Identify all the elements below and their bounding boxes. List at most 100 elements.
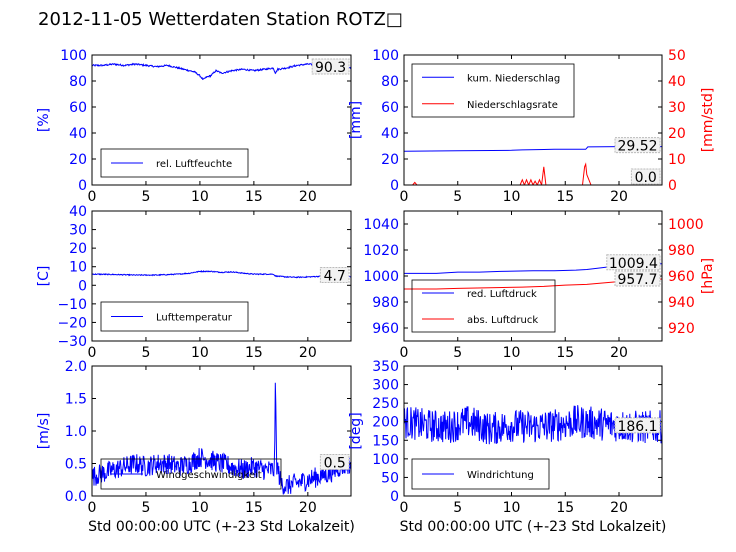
x-tick-label: 10 (191, 500, 209, 516)
chart-panel-4: 0 5 10 15 20 960 980 1000 1020 1040 920 940 960 980 10… (363, 210, 716, 361)
y-tick-label: 60 (381, 100, 399, 116)
y-tick-label-right: 980 (668, 243, 695, 259)
series-line-1 (404, 405, 662, 445)
x-tick-label: 15 (556, 345, 574, 361)
y-axis-label: [mm] (348, 101, 364, 139)
x-tick-label: 5 (453, 345, 462, 361)
y-tick-label: 200 (372, 415, 399, 431)
x-tick-label: 0 (400, 189, 409, 205)
x-tick-label: 10 (503, 500, 521, 516)
plot-frame (91, 210, 352, 342)
legend-label: Niederschlagsrate (467, 100, 558, 111)
legend-label: Lufttemperatur (156, 313, 233, 324)
last-value-label-box (319, 454, 350, 470)
y-tick-label: 0 (390, 489, 399, 505)
chart-panel-2: 0 5 10 15 20 0 20 40 60 80 100 0 10 20 30 40 50 [mm] [mm/s… (348, 48, 716, 205)
y-tick-label: 1000 (363, 269, 399, 285)
last-value-label-right-box (614, 270, 661, 287)
last-value-label-box (614, 137, 661, 154)
plot-frame (91, 54, 352, 186)
y-tick-label: 0 (78, 278, 87, 294)
legend-label: rel. Luftfeuchte (156, 159, 232, 170)
y-tick-label: 20 (69, 152, 87, 168)
y-tick-label: 250 (372, 396, 399, 412)
y-tick-label: 0 (390, 178, 399, 194)
x-tick-label: 10 (191, 345, 209, 361)
x-tick-label: 15 (556, 500, 574, 516)
y-tick-label: 80 (69, 74, 87, 90)
y-tick-label: 20 (69, 241, 87, 257)
y-tick-label: 60 (69, 100, 87, 116)
last-value-label-box (606, 254, 661, 271)
last-value-label: 1009.4 (609, 256, 658, 272)
y-tick-label: 960 (372, 321, 399, 337)
y-tick-label: 0.0 (65, 489, 87, 505)
x-tick-label: 5 (141, 500, 150, 516)
series-line-2 (404, 162, 662, 185)
chart-panel-3: 0 5 10 15 20 −30 −20 −10 0 10 20 30 40 [C] 4.7 Lufttemp… (36, 204, 352, 361)
x-tick-label: 5 (453, 500, 462, 516)
y-tick-label: 150 (372, 433, 399, 449)
y-tick-label-right: 940 (668, 295, 695, 311)
y-tick-label-right: 920 (668, 321, 695, 337)
legend-box (411, 63, 575, 118)
x-tick-label: 5 (141, 345, 150, 361)
y-axis-label-right: [hPa] (700, 258, 716, 294)
y-tick-label: 100 (372, 48, 399, 64)
y-tick-label: 50 (381, 470, 399, 486)
y-tick-label: 1020 (363, 243, 399, 259)
x-axis-label: Std 00:00:00 UTC (+-23 Std Lokalzeit) (400, 519, 667, 535)
x-tick-label: 20 (299, 189, 317, 205)
y-axis-label: [m/s] (36, 413, 52, 450)
y-tick-label-right: 30 (668, 100, 686, 116)
chart-panel-5: 0 5 10 15 20 0.0 0.5 1.0 1.5 2.0 [m/s] Std 00:00:00… (36, 359, 355, 535)
y-tick-label: 2.0 (65, 359, 87, 375)
y-axis-label-right: [mm/std] (700, 88, 716, 153)
last-value-label-box (614, 417, 661, 434)
page-title: 2012-11-05 Wetterdaten Station ROTZ□ (38, 9, 403, 30)
x-tick-label: 0 (88, 189, 97, 205)
x-tick-label: 0 (88, 500, 97, 516)
last-value-label: 0.5 (324, 456, 346, 472)
legend-label: kum. Niederschlag (467, 73, 560, 84)
plot-frame (403, 54, 663, 186)
y-tick-label-right: 960 (668, 269, 695, 285)
chart-panel-1: 0 5 10 15 20 0 20 40 60 80 100 [%] 90.3 rel. Luftfeuc… (36, 48, 352, 205)
y-tick-label: 980 (372, 295, 399, 311)
y-tick-label-right: 0 (668, 178, 677, 194)
series-line-1 (92, 62, 351, 81)
y-tick-label: 0.5 (65, 457, 87, 473)
series-line-1 (92, 270, 351, 279)
y-tick-label: 40 (381, 126, 399, 142)
x-tick-label: 0 (88, 345, 97, 361)
legend-label: red. Luftdruck (467, 289, 537, 300)
y-tick-label: 30 (69, 223, 87, 239)
x-tick-label: 5 (453, 189, 462, 205)
last-value-label-box (319, 267, 350, 284)
x-tick-label: 10 (191, 189, 209, 205)
legend-label: Windrichtung (467, 470, 534, 481)
x-tick-label: 20 (299, 345, 317, 361)
y-tick-label: 10 (69, 260, 87, 276)
y-tick-label: 100 (60, 48, 87, 64)
last-value-label: 90.3 (315, 60, 346, 76)
x-tick-label: 20 (610, 189, 628, 205)
y-tick-label: 80 (381, 74, 399, 90)
legend-box (100, 301, 249, 332)
y-tick-label: 300 (372, 378, 399, 394)
series-line-1 (404, 146, 662, 152)
x-tick-label: 15 (245, 189, 263, 205)
last-value-label-right-box (630, 168, 661, 185)
x-tick-label: 20 (610, 500, 628, 516)
legend-label: abs. Luftdruck (467, 315, 538, 326)
y-axis-label: [%] (36, 108, 52, 132)
x-tick-label: 20 (610, 345, 628, 361)
last-value-label-box (311, 58, 350, 75)
legend-label: Windgeschwindigkeit (156, 470, 262, 481)
y-tick-label: −20 (57, 315, 87, 331)
x-tick-label: 20 (299, 500, 317, 516)
x-axis-label: Std 00:00:00 UTC (+-23 Std Lokalzeit) (88, 519, 355, 535)
y-tick-label: −30 (57, 334, 87, 350)
last-value-label-right: 0.0 (635, 170, 657, 186)
